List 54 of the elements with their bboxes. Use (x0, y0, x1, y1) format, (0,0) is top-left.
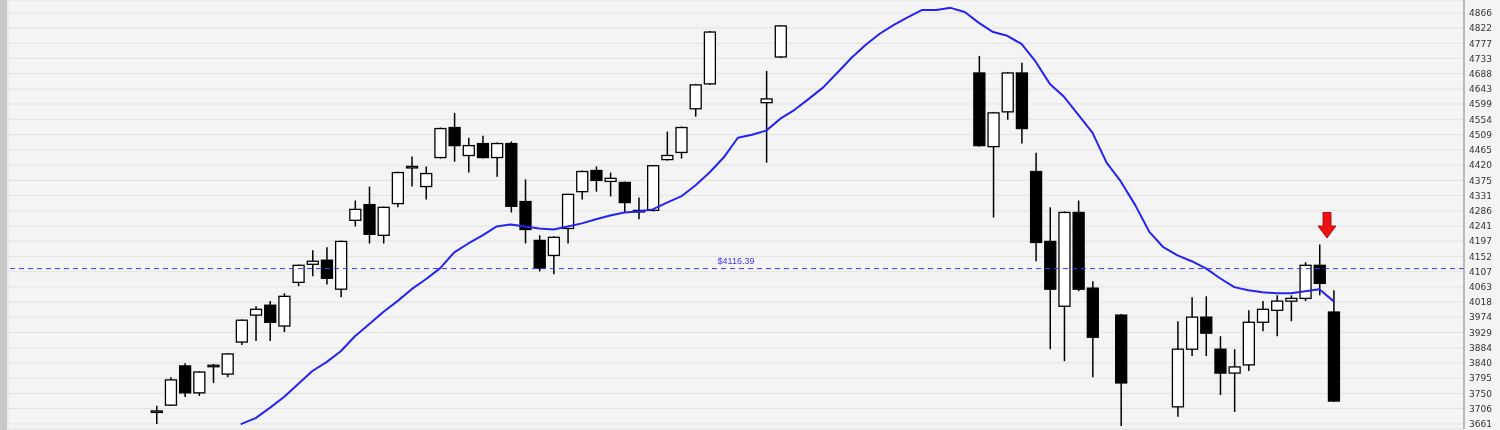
candlestick (193, 370, 206, 397)
candlestick (221, 352, 234, 378)
y-tick-label: 4375 (1469, 175, 1492, 186)
candlestick (306, 249, 319, 277)
candlestick (420, 165, 433, 201)
y-tick-label: 4465 (1469, 144, 1492, 155)
candlestick (618, 180, 631, 214)
candlestick (462, 137, 475, 174)
candlestick (661, 130, 674, 162)
candlestick (320, 246, 334, 286)
y-tick-label: 4331 (1469, 190, 1492, 201)
y-tick-label: 3706 (1469, 403, 1493, 414)
y-tick-label: 4822 (1469, 23, 1492, 34)
line-series (240, 6, 1335, 425)
y-tick-label: 3750 (1469, 388, 1493, 399)
candlestick (1313, 243, 1326, 297)
y-tick-label: 3974 (1469, 312, 1493, 323)
y-tick-label: 4733 (1469, 53, 1492, 64)
candlestick (405, 155, 419, 188)
y-tick-label: 3929 (1469, 327, 1493, 338)
y-tick-label: 4107 (1469, 266, 1492, 277)
y-tick-label: 3884 (1469, 343, 1493, 354)
candlestick (349, 199, 362, 228)
y-tick-label: 4197 (1469, 236, 1492, 247)
ref-line-label: $4116.39 (717, 255, 755, 266)
y-tick-label: 4063 (1469, 281, 1492, 292)
y-tick-label: 4866 (1469, 8, 1493, 19)
y-tick-label: 3840 (1469, 358, 1493, 369)
candlestick (1271, 294, 1284, 337)
y-tick-label: 4777 (1469, 38, 1492, 49)
y-tick-label: 4643 (1469, 84, 1492, 95)
candlestick (1256, 300, 1270, 332)
y-tick-label: 4018 (1469, 297, 1493, 308)
candlestick (547, 235, 561, 275)
candlestick (760, 70, 773, 164)
candlestick (249, 305, 263, 342)
candlestick (235, 318, 249, 346)
y-tick-label: 4152 (1469, 251, 1492, 262)
candlestick (689, 83, 702, 118)
candlestick (1200, 295, 1213, 357)
y-tick-label: 4420 (1469, 160, 1493, 171)
y-tick-label: 3661 (1469, 419, 1492, 430)
y-tick-label: 4599 (1469, 99, 1493, 110)
candlestick (576, 169, 589, 201)
y-tick-label: 4286 (1469, 205, 1493, 216)
y-tick-label: 4688 (1469, 68, 1493, 79)
candlestick (491, 141, 504, 178)
y-tick-label: 3795 (1469, 373, 1492, 384)
y-tick-label: 4554 (1469, 114, 1493, 125)
candlestick (476, 134, 490, 160)
y-tick-label: 4509 (1469, 129, 1493, 140)
y-tick-label: 4241 (1469, 221, 1492, 232)
candlestick (264, 300, 277, 342)
candlestick (150, 405, 163, 425)
